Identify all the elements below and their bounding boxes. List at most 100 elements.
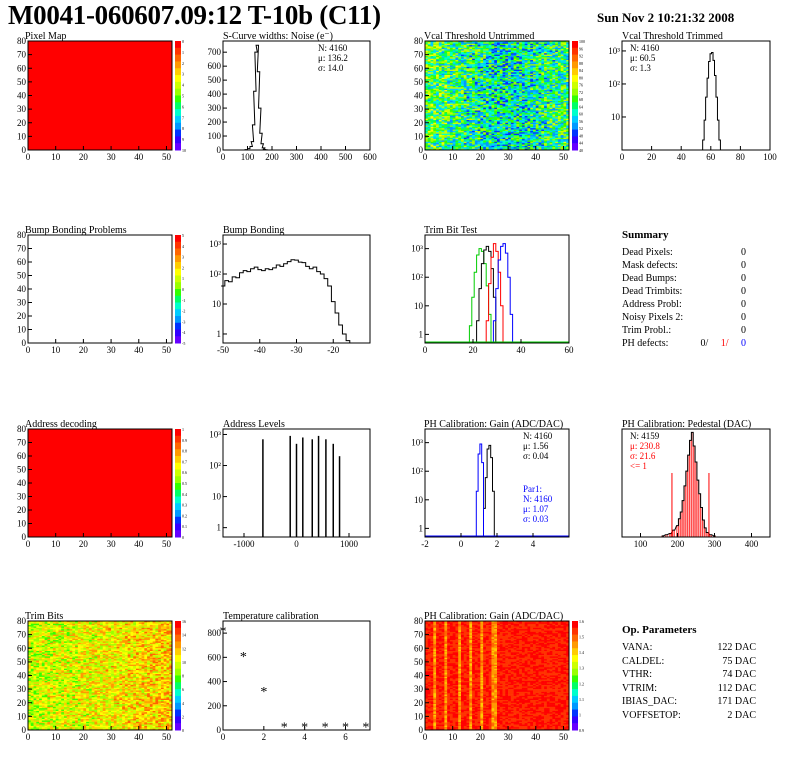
- heatmap-cell: [469, 57, 473, 60]
- heatmap-cell: [449, 85, 453, 88]
- colorbar-segment: [572, 61, 578, 69]
- heatmap-cell: [472, 46, 476, 49]
- colorbar-segment: [175, 136, 181, 144]
- heatmap-cell: [472, 87, 476, 89]
- heatmap-cell: [474, 68, 478, 70]
- heatmap-cell: [436, 41, 440, 43]
- heatmap-cell: [508, 45, 512, 47]
- heatmap-cell: [433, 122, 437, 125]
- heatmap-cell: [494, 49, 498, 51]
- heatmap-cell: [494, 113, 498, 115]
- heatmap-cell: [444, 68, 448, 70]
- heatmap-cell: [433, 61, 437, 64]
- heatmap-cell: [474, 107, 478, 110]
- heatmap-cell: [485, 103, 489, 106]
- heatmap-cell: [491, 85, 495, 88]
- heatmap-cell: [438, 66, 442, 69]
- y-tick-label: 1: [217, 329, 222, 339]
- heatmap-cell: [527, 110, 531, 113]
- heatmap-cell: [433, 95, 437, 98]
- heatmap-cell: [444, 147, 448, 149]
- heatmap-cell: [449, 105, 453, 107]
- heatmap-cell: [544, 87, 548, 89]
- heatmap-cell: [521, 118, 525, 121]
- heatmap-cell: [430, 43, 434, 46]
- heatmap-cell: [436, 76, 440, 79]
- heatmap-cell: [491, 129, 495, 132]
- heatmap-cell: [530, 114, 534, 117]
- heatmap-cell: [427, 51, 431, 54]
- heatmap-cell: [519, 128, 523, 130]
- heatmap-cell: [510, 117, 514, 119]
- heatmap-cell: [535, 41, 539, 43]
- heatmap-cell: [438, 55, 442, 58]
- heatmap-cell: [430, 102, 434, 104]
- heatmap-cell: [469, 46, 473, 49]
- heatmap-cell: [430, 128, 434, 130]
- heatmap-cell: [461, 70, 465, 73]
- heatmap-cell: [488, 68, 492, 70]
- heatmap-cell: [438, 94, 442, 96]
- heatmap-cell: [499, 113, 503, 115]
- heatmap-cell: [466, 100, 470, 103]
- heatmap-cell: [502, 102, 506, 104]
- heatmap-cell: [505, 137, 509, 140]
- heatmap-cell: [463, 69, 467, 72]
- heatmap-cell: [499, 136, 503, 139]
- heatmap-cell: [513, 141, 517, 144]
- heatmap-cell: [483, 73, 487, 76]
- heatmap-cell: [425, 106, 429, 109]
- heatmap-cell: [472, 55, 476, 58]
- heatmap-cell: [441, 114, 445, 117]
- heatmap-cell: [544, 77, 548, 80]
- heatmap-cell: [488, 118, 492, 121]
- heatmap-cell: [494, 137, 498, 140]
- heatmap-cell: [494, 110, 498, 113]
- heatmap-cell: [469, 47, 473, 50]
- heatmap-cell: [472, 124, 476, 126]
- heatmap-cell: [447, 121, 451, 124]
- heatmap-cell: [508, 46, 512, 49]
- heatmap-cell: [472, 126, 476, 129]
- heatmap-cell: [491, 45, 495, 47]
- heatmap-cell: [483, 85, 487, 88]
- colorbar-segment: [175, 523, 181, 531]
- heatmap-cell: [436, 100, 440, 103]
- heatmap-cell: [436, 49, 440, 51]
- heatmap-cell: [505, 129, 509, 132]
- heatmap-cell: [538, 145, 542, 148]
- heatmap-cell: [477, 66, 481, 69]
- heatmap-cell: [436, 148, 440, 151]
- heatmap-cell: [466, 60, 470, 62]
- heatmap-cell: [469, 87, 473, 89]
- heatmap-cell: [491, 62, 495, 65]
- heatmap-cell: [466, 129, 470, 132]
- heatmap-cell: [444, 65, 448, 68]
- y-tick-label: 80: [17, 424, 27, 434]
- heatmap-cell: [452, 106, 456, 109]
- heatmap-cell: [425, 92, 429, 95]
- heatmap-cell: [541, 147, 545, 149]
- heatmap-cell: [527, 53, 531, 55]
- heatmap-cell: [499, 66, 503, 69]
- heatmap-cell: [466, 98, 470, 100]
- heatmap-cell: [458, 83, 462, 85]
- heatmap-cell: [510, 79, 514, 81]
- heatmap-cell: [508, 83, 512, 85]
- heatmap-cell: [455, 107, 459, 110]
- heatmap-cell: [441, 105, 445, 107]
- heatmap-cell: [452, 132, 456, 134]
- heatmap-cell: [516, 69, 520, 72]
- heatmap-cell: [458, 98, 462, 100]
- heatmap-cell: [519, 41, 523, 43]
- heatmap-cell: [541, 83, 545, 85]
- heatmap-cell: [541, 60, 545, 62]
- heatmap-cell: [436, 68, 440, 70]
- heatmap-cell: [527, 103, 531, 106]
- heatmap-cell: [513, 54, 517, 57]
- heatmap-cell: [452, 77, 456, 80]
- heatmap-cell: [530, 64, 534, 66]
- heatmap-cell: [449, 111, 453, 114]
- heatmap-cell: [508, 141, 512, 144]
- heatmap-cell: [444, 96, 448, 99]
